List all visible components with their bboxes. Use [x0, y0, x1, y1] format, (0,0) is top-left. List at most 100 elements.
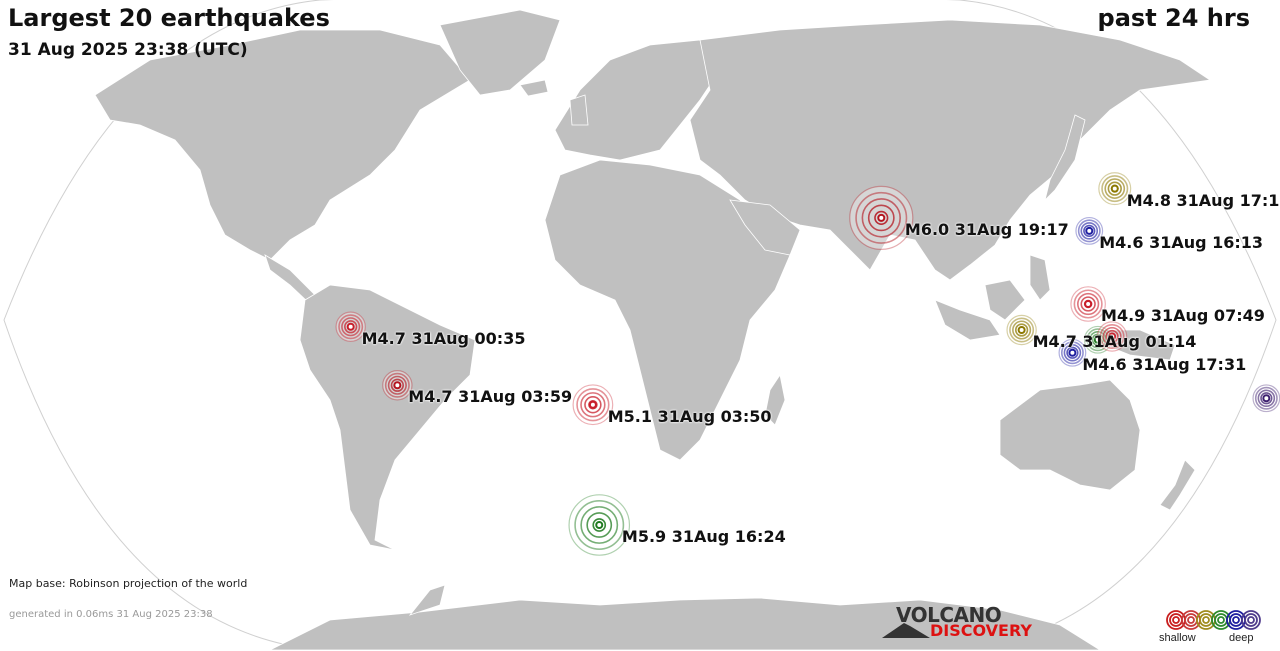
- land-australia: [999, 379, 1141, 491]
- earthquake-ring: [1080, 222, 1099, 240]
- earthquake-marker[interactable]: [1075, 216, 1104, 245]
- legend-depth-ring: [1187, 616, 1195, 624]
- earthquake-marker[interactable]: [1006, 314, 1037, 346]
- map-title: Largest 20 earthquakes: [8, 4, 330, 32]
- earthquake-ring: [586, 512, 613, 538]
- volcano-logo-icon: [882, 623, 930, 638]
- earthquake-ring: [1104, 178, 1126, 199]
- earthquake-label: M4.8 31Aug 17:10: [1126, 190, 1280, 210]
- logo-volcano-text: VOLCANO: [896, 603, 1002, 627]
- earthquake-ring: [855, 191, 908, 244]
- earthquake-epicenter: [1262, 394, 1271, 403]
- land-asia: [689, 19, 1212, 281]
- earthquake-ring: [1086, 328, 1110, 352]
- legend-depth-ring: [1232, 616, 1240, 624]
- earthquake-ring: [1102, 326, 1122, 347]
- land-borneo: [984, 279, 1026, 321]
- land-europe: [554, 39, 721, 161]
- earthquake-ring: [867, 204, 895, 232]
- earthquake-ring: [592, 518, 607, 532]
- earthquake-ring: [341, 317, 361, 337]
- legend-depth-ring: [1247, 616, 1255, 624]
- land-arabia: [729, 199, 801, 256]
- earthquake-ring: [1009, 317, 1035, 343]
- legend-deep-label: deep: [1229, 632, 1254, 644]
- legend-depth-ring: [1217, 616, 1225, 624]
- earthquake-ring: [1260, 392, 1273, 405]
- earthquake-epicenter: [1110, 184, 1119, 193]
- earthquake-marker[interactable]: [1058, 338, 1087, 367]
- earthquake-ring: [580, 392, 606, 418]
- earthquake-marker[interactable]: [1070, 286, 1106, 322]
- earthquake-marker[interactable]: [572, 384, 614, 426]
- earthquake-ring: [338, 314, 364, 340]
- earthquake-epicenter: [877, 213, 886, 222]
- land-antarctic-peninsula: [408, 584, 446, 616]
- earthquake-ring: [1099, 324, 1125, 349]
- legend-depth-ring: [1244, 613, 1258, 627]
- earthquake-ring: [1105, 329, 1119, 344]
- earthquake-ring: [1077, 292, 1100, 316]
- earthquake-epicenter: [1017, 326, 1026, 334]
- land-philippines: [1029, 254, 1051, 301]
- earthquake-label: M4.7 31Aug 00:35: [361, 328, 526, 348]
- earthquake-marker[interactable]: [1098, 172, 1132, 206]
- earthquake-label: M4.7 31Aug 01:14: [1032, 332, 1197, 351]
- earthquake-label: M5.1 31Aug 03:50: [607, 406, 772, 426]
- earthquake-ring: [1254, 386, 1278, 410]
- generated-note: generated in 0.06ms 31 Aug 2025 23:38: [9, 609, 213, 620]
- land-japan: [1044, 114, 1086, 202]
- land-new-zealand: [1159, 459, 1196, 511]
- earthquake-label: M5.9 31Aug 16:24: [621, 527, 786, 546]
- land-greenland: [439, 9, 561, 96]
- earthquake-marker[interactable]: [568, 494, 631, 556]
- earthquake-epicenter: [1084, 300, 1093, 308]
- earthquake-ring: [1012, 320, 1032, 340]
- logo-discovery-text: DISCOVERY: [930, 621, 1033, 640]
- land-madagascar: [764, 373, 786, 426]
- earthquake-label: M4.6 31Aug 16:13: [1099, 232, 1264, 252]
- earthquake-epicenter: [346, 322, 355, 331]
- earthquake-epicenter: [393, 381, 402, 390]
- earthquake-epicenter: [1085, 226, 1094, 235]
- earthquake-marker[interactable]: [849, 185, 914, 250]
- earthquake-ring: [1089, 330, 1107, 349]
- earthquake-marker[interactable]: [1096, 321, 1128, 352]
- earthquake-ring: [384, 372, 410, 398]
- earthquake-ring: [1066, 346, 1079, 359]
- earthquake-ring: [1060, 341, 1084, 365]
- earthquake-ring: [1083, 224, 1096, 237]
- earthquake-epicenter: [1068, 348, 1077, 357]
- earthquake-epicenter: [1108, 332, 1117, 341]
- land-iceland: [519, 79, 549, 97]
- earthquake-ring: [574, 500, 625, 550]
- earthquake-ring: [390, 378, 404, 392]
- land-south-america: [299, 284, 476, 551]
- land-british-isles: [569, 94, 589, 126]
- earthquake-epicenter: [588, 400, 597, 409]
- earthquake-ring: [1107, 181, 1122, 196]
- earthquake-label: M4.7 31Aug 03:59: [408, 387, 573, 407]
- time-period: past 24 hrs: [1097, 4, 1250, 32]
- earthquake-label: M6.0 31Aug 19:17: [904, 219, 1069, 239]
- depth-legend: shallow deep: [1158, 606, 1268, 646]
- earthquake-marker[interactable]: [1252, 384, 1280, 413]
- volcano-discovery-logo[interactable]: VOLCANO DISCOVERY: [880, 603, 1040, 643]
- earthquake-marker[interactable]: [335, 311, 366, 342]
- legend-shallow-label: shallow: [1159, 632, 1196, 644]
- earthquake-ring: [1080, 296, 1096, 312]
- land-indonesia: [934, 299, 1001, 341]
- earthquake-ring: [1077, 219, 1101, 243]
- earthquake-epicenter: [1093, 335, 1102, 344]
- earthquake-ring: [1257, 389, 1276, 408]
- earthquake-ring: [1101, 175, 1129, 203]
- earthquake-marker[interactable]: [382, 370, 413, 401]
- earthquake-ring: [580, 506, 619, 544]
- earthquake-ring: [387, 375, 407, 395]
- legend-depth-ring: [1241, 610, 1261, 630]
- earthquake-ring: [584, 396, 602, 414]
- earthquake-ring: [874, 210, 889, 225]
- earthquake-ring: [1063, 343, 1082, 362]
- earthquake-ring: [344, 320, 358, 334]
